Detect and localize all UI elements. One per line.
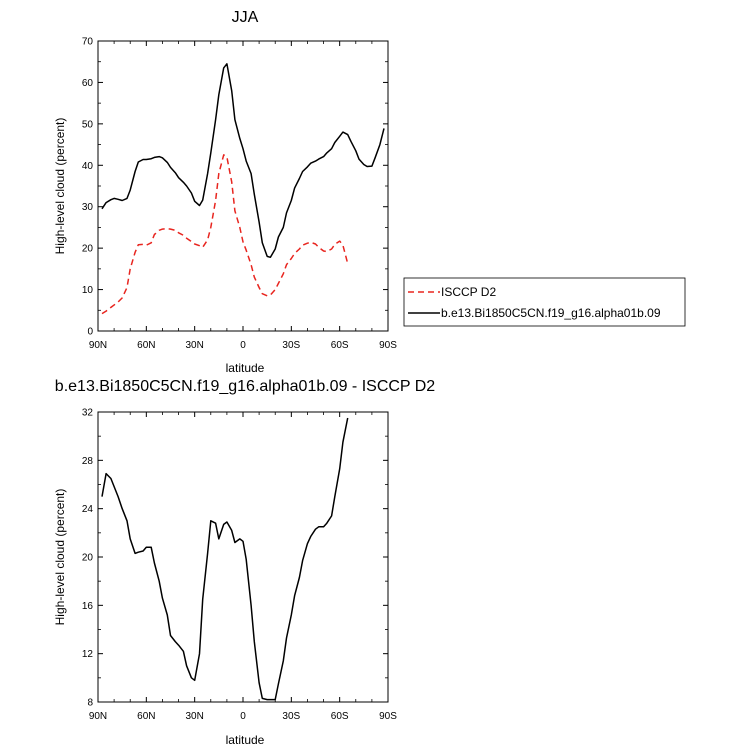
top-y-tick-label: 60 bbox=[82, 78, 94, 89]
legend-label-isccp: ISCCP D2 bbox=[441, 285, 496, 299]
top-chart-title: JJA bbox=[232, 9, 259, 26]
top-x-tick-label: 60S bbox=[331, 340, 349, 351]
top-y-tick-label: 20 bbox=[82, 244, 94, 255]
top-series-lines bbox=[101, 63, 385, 315]
bottom-series-lines bbox=[101, 417, 349, 701]
legend-box bbox=[403, 277, 686, 327]
top-y-axis-label: High-level cloud (percent) bbox=[53, 118, 67, 255]
top-x-tick-label: 0 bbox=[240, 340, 246, 351]
top-y-tick-label: 50 bbox=[82, 119, 94, 130]
top-y-tick-label: 30 bbox=[82, 202, 94, 213]
top-y-tick-label: 0 bbox=[87, 327, 93, 338]
top-x-tick-label: 60N bbox=[137, 340, 155, 351]
bottom-series-line-difference bbox=[101, 417, 349, 701]
top-x-tick-label: 90N bbox=[89, 340, 107, 351]
top-plot-frame bbox=[97, 40, 389, 332]
top-y-tick-label: 10 bbox=[82, 285, 94, 296]
top-chart-panel: JJA 90N 60N 30N 0 30S 60S 90S 0 10 20 30 40 50 60 70 l… bbox=[53, 9, 397, 375]
legend-label-model: b.e13.Bi1850C5CN.f19_g16.alpha01b.09 bbox=[441, 306, 661, 320]
bottom-plot-frame bbox=[97, 411, 389, 703]
bottom-x-tick-label: 90S bbox=[379, 711, 397, 722]
bottom-y-tick-label: 16 bbox=[82, 601, 94, 612]
bottom-axis-ticks: 90N 60N 30N 0 30S 60S 90S 8 12 16 20 24 28 32 bbox=[82, 408, 397, 723]
bottom-y-tick-label: 24 bbox=[82, 504, 94, 515]
bottom-x-tick-label: 30S bbox=[282, 711, 300, 722]
bottom-x-tick-label: 90N bbox=[89, 711, 107, 722]
top-y-tick-label: 70 bbox=[82, 37, 94, 48]
bottom-y-axis-label: High-level cloud (percent) bbox=[53, 489, 67, 626]
top-axis-ticks: 90N 60N 30N 0 30S 60S 90S 0 10 20 30 40 50 60 70 bbox=[82, 37, 397, 352]
top-x-axis-label: latitude bbox=[226, 361, 265, 375]
top-series-line-model bbox=[101, 63, 385, 259]
bottom-chart-title: b.e13.Bi1850C5CN.f19_g16.alpha01b.09 - I… bbox=[55, 378, 436, 395]
top-series-line-isccp bbox=[101, 154, 349, 315]
bottom-x-tick-label: 60S bbox=[331, 711, 349, 722]
bottom-x-tick-label: 60N bbox=[137, 711, 155, 722]
top-x-tick-label: 30S bbox=[282, 340, 300, 351]
bottom-x-tick-label: 30N bbox=[185, 711, 203, 722]
bottom-y-tick-label: 20 bbox=[82, 553, 94, 564]
bottom-x-tick-label: 0 bbox=[240, 711, 246, 722]
top-y-tick-label: 40 bbox=[82, 161, 94, 172]
bottom-y-tick-label: 12 bbox=[82, 649, 94, 660]
bottom-y-tick-label: 32 bbox=[82, 408, 94, 419]
bottom-chart-panel: b.e13.Bi1850C5CN.f19_g16.alpha01b.09 - I… bbox=[53, 378, 435, 747]
bottom-x-axis-label: latitude bbox=[226, 733, 265, 747]
top-x-tick-label: 90S bbox=[379, 340, 397, 351]
bottom-y-tick-label: 8 bbox=[87, 698, 93, 709]
bottom-y-tick-label: 28 bbox=[82, 456, 94, 467]
top-x-tick-label: 30N bbox=[185, 340, 203, 351]
legend: ISCCP D2 b.e13.Bi1850C5CN.f19_g16.alpha0… bbox=[403, 277, 686, 327]
